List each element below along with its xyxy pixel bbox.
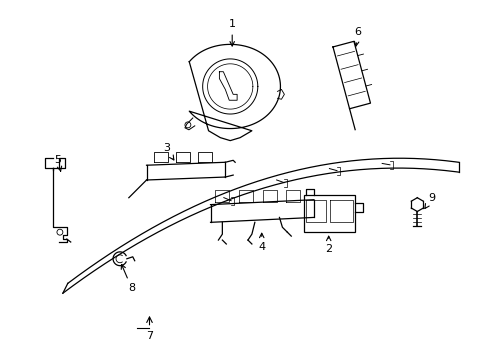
Text: 3: 3 <box>163 144 174 160</box>
Text: 9: 9 <box>425 193 436 208</box>
Text: 8: 8 <box>121 265 135 293</box>
FancyBboxPatch shape <box>304 195 355 232</box>
Text: 4: 4 <box>258 233 265 252</box>
Circle shape <box>57 229 63 235</box>
Text: 5: 5 <box>54 155 62 171</box>
Text: 1: 1 <box>229 19 236 46</box>
Text: 7: 7 <box>146 330 153 341</box>
Text: 6: 6 <box>354 27 362 46</box>
Text: 2: 2 <box>325 236 332 254</box>
Circle shape <box>185 122 191 128</box>
